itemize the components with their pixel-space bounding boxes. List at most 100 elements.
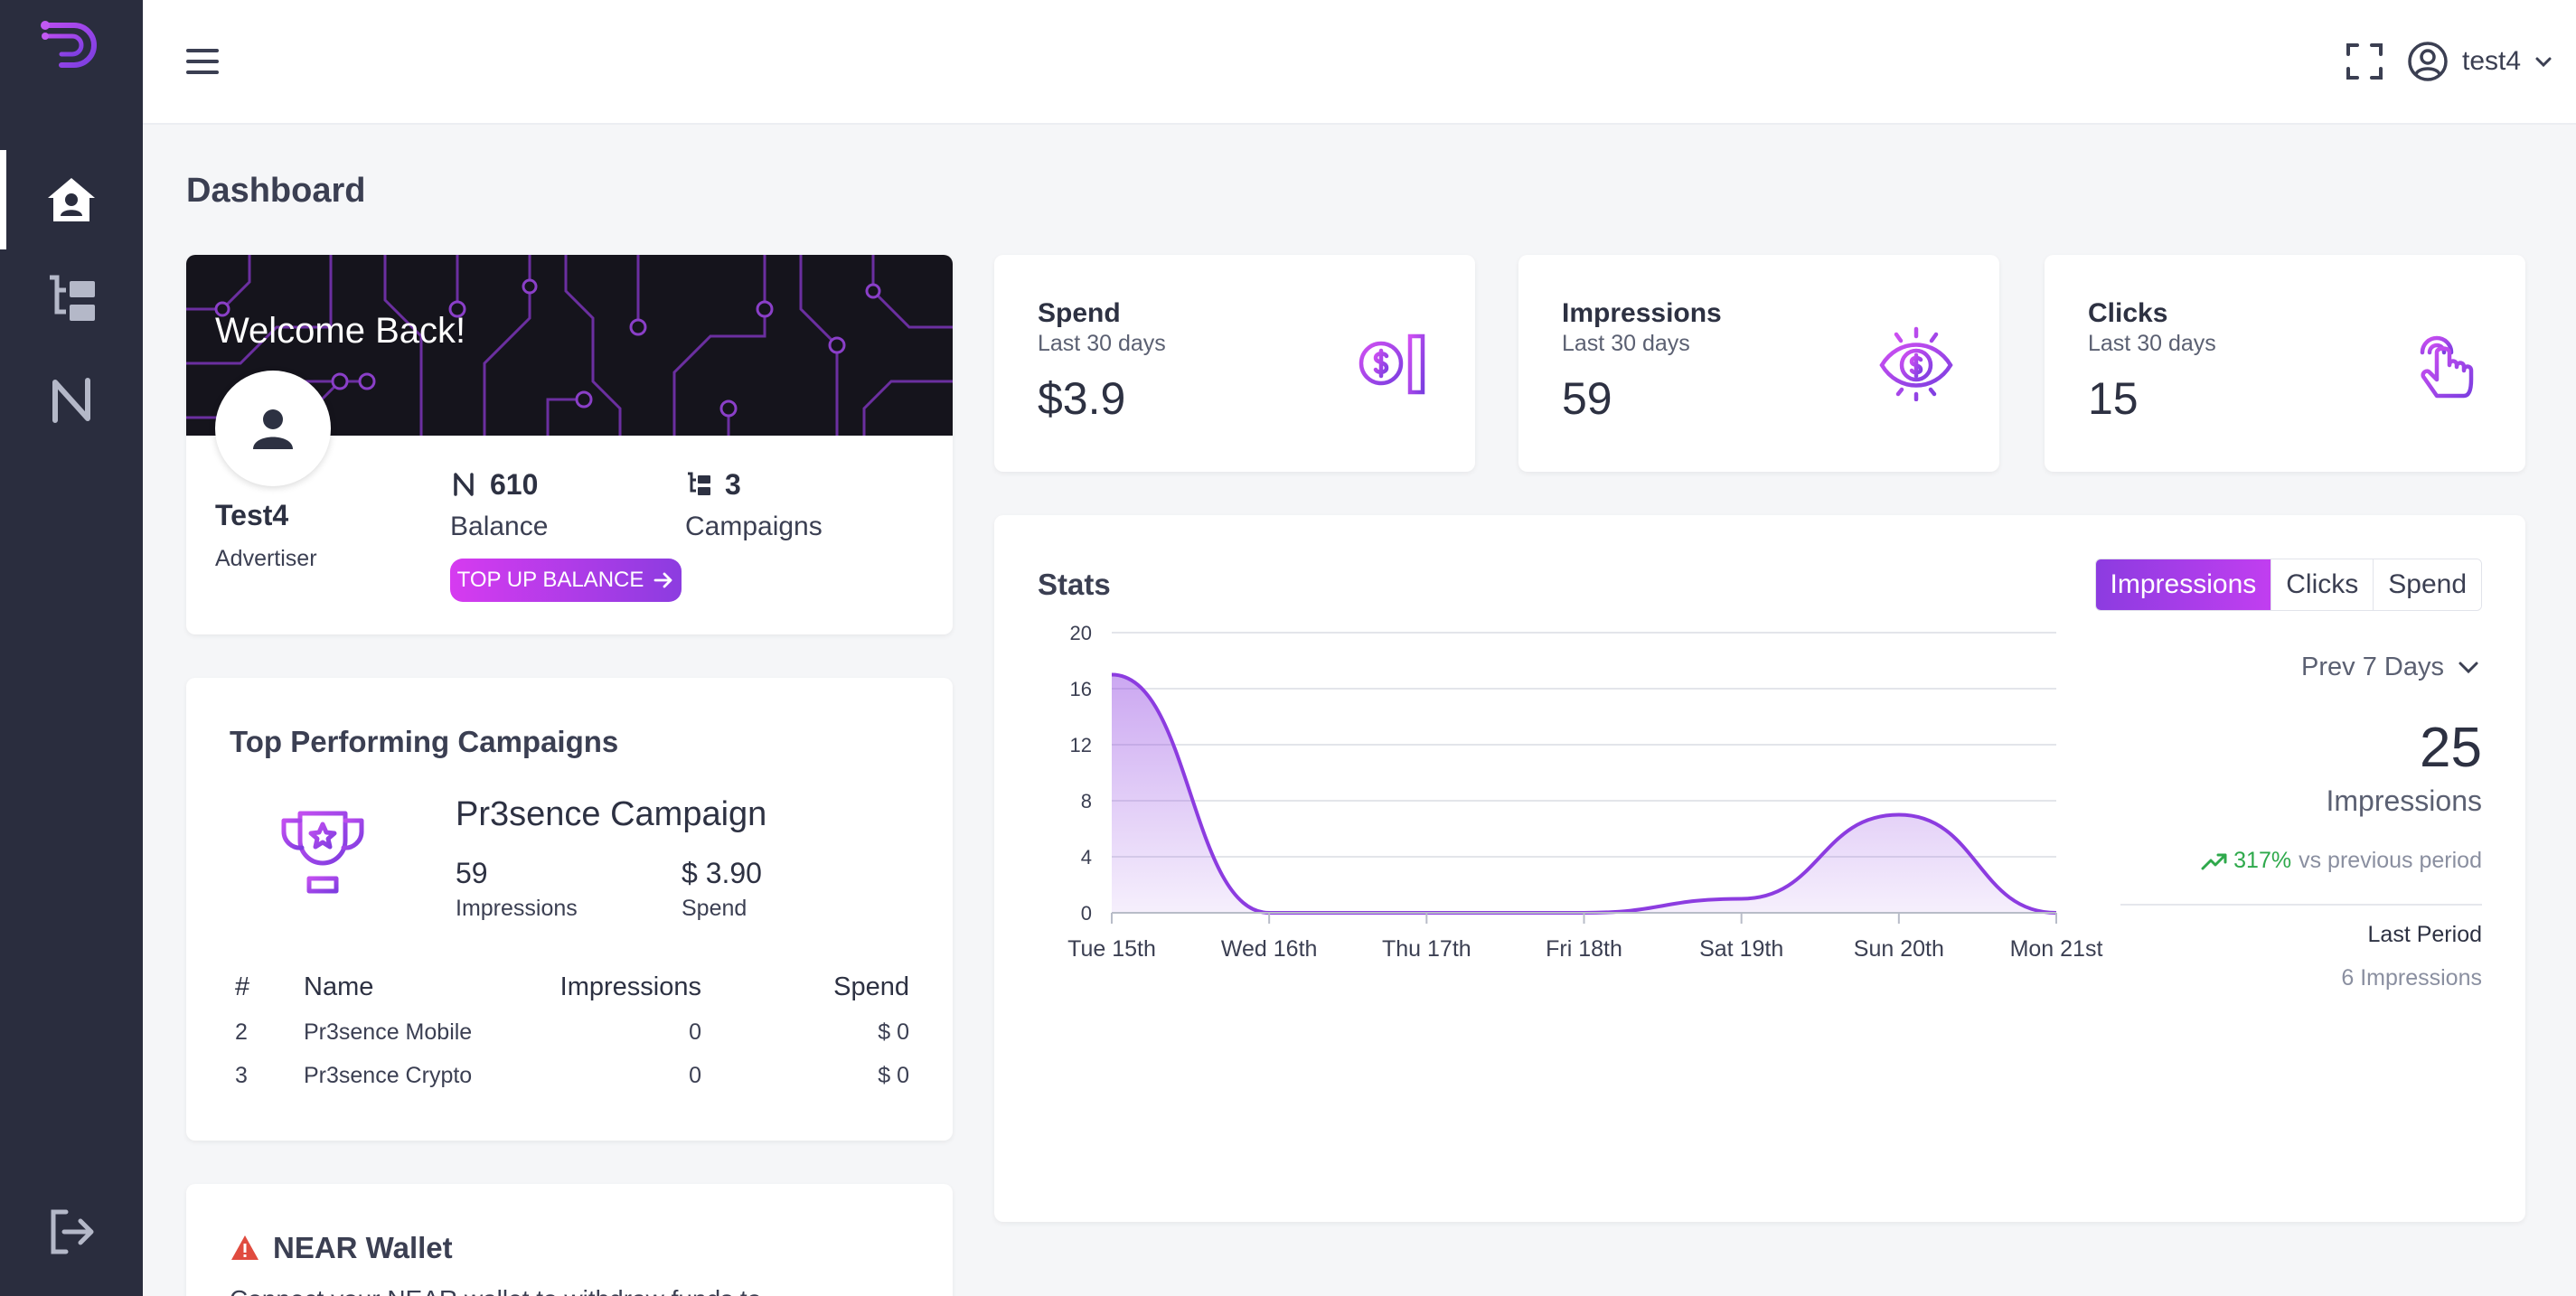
kpi-card-spend: Spend Last 30 days $3.9 [994, 255, 1475, 472]
row-name: Pr3sence Mobile [304, 1019, 473, 1045]
col-impressions: Impressions [559, 972, 701, 1001]
x-tick-label: Tue 15th [1067, 936, 1156, 962]
campaigns-table: # Name Impressions Spend 2 Pr3sence Mobi… [230, 965, 909, 1099]
featured-spend-value: $ 3.90 [682, 857, 762, 889]
kpi-subtitle: Last 30 days [2088, 331, 2216, 356]
x-tick-label: Thu 17th [1382, 936, 1471, 962]
table-header: # Name Impressions Spend [230, 965, 909, 1012]
welcome-card: Welcome Back! Test4 Advertiser 610 Balan… [186, 255, 953, 634]
featured-campaign-name: Pr3sence Campaign [456, 795, 767, 833]
fullscreen-icon[interactable] [2343, 40, 2386, 83]
trend-up-icon [2201, 853, 2227, 869]
series-area [1112, 674, 2056, 913]
folder-tree-icon [688, 472, 710, 495]
arrow-right-icon [653, 572, 672, 588]
near-logo-icon [454, 473, 474, 496]
sidebar-item-logout[interactable] [0, 1182, 143, 1282]
tab-impressions[interactable]: Impressions [2095, 559, 2271, 610]
x-tick-label: Mon 21st [2010, 936, 2103, 962]
top-up-balance-button[interactable]: TOP UP BALANCE [450, 559, 682, 602]
col-name: Name [304, 972, 374, 1001]
top-header: test4 [143, 0, 2576, 125]
period-select-value: Prev 7 Days [2301, 653, 2444, 681]
chevron-down-icon [2458, 662, 2478, 673]
impressions-area-chart: 0 4 8 12 16 20 Tue 15th Wed 16th Thu 17th Fri 18t… [1067, 622, 2103, 962]
home-user-icon [48, 178, 95, 221]
near-wallet-text: Connect your NEAR wallet to withdraw fun… [230, 1285, 761, 1296]
near-logo-icon [52, 378, 90, 423]
row-num: 2 [235, 1019, 248, 1045]
app-logo-icon[interactable] [36, 18, 108, 105]
table-row[interactable]: 2 Pr3sence Mobile 0 $ 0 [230, 1012, 909, 1056]
coin-icon [1359, 333, 1425, 395]
tab-clicks[interactable]: Clicks [2270, 559, 2374, 610]
y-tick-label: 4 [1081, 846, 1092, 869]
x-tick-label: Wed 16th [1221, 936, 1318, 962]
last-period-value: 6 Impressions [2341, 965, 2482, 991]
user-name: test4 [2462, 46, 2522, 76]
kpi-value: 15 [2088, 373, 2139, 424]
campaigns-label: Campaigns [685, 512, 823, 541]
campaigns-value: 3 [725, 467, 741, 501]
profile-name: Test4 [215, 499, 289, 531]
stats-divider [2120, 904, 2482, 906]
row-name: Pr3sence Crypto [304, 1063, 473, 1088]
y-tick-label: 20 [1070, 622, 1092, 644]
kpi-title: Clicks [2088, 298, 2168, 328]
stats-total: 25 [2420, 717, 2482, 779]
stats-card: Stats Impressions Clicks Spend 0 4 8 12 16 20… [994, 515, 2525, 1222]
tap-icon [2420, 335, 2474, 399]
col-spend: Spend [833, 972, 909, 1001]
sidebar-item-near[interactable] [0, 351, 143, 450]
y-tick-label: 12 [1070, 734, 1092, 756]
featured-spend: $ 3.90 Spend [682, 857, 762, 922]
row-impressions: 0 [689, 1019, 701, 1045]
x-tick-label: Sun 20th [1854, 936, 1944, 962]
kpi-title: Impressions [1562, 298, 1722, 328]
x-tick-label: Sat 19th [1699, 936, 1783, 962]
near-wallet-card: NEAR Wallet Connect your NEAR wallet to … [186, 1184, 953, 1296]
balance-stat: 610 Balance [450, 465, 548, 542]
kpi-subtitle: Last 30 days [1562, 331, 1690, 356]
near-wallet-title-text: NEAR Wallet [273, 1231, 453, 1264]
kpi-value: 59 [1562, 373, 1612, 424]
row-spend: $ 0 [878, 1063, 909, 1088]
tab-spend[interactable]: Spend [2373, 559, 2481, 610]
featured-impressions-value: 59 [456, 857, 488, 889]
top-up-label: TOP UP BALANCE [456, 568, 644, 592]
sidebar-item-campaigns[interactable] [0, 249, 143, 349]
sidebar [0, 0, 143, 1296]
period-select[interactable]: Prev 7 Days [2301, 653, 2482, 682]
stats-change-pct: 317% [2233, 848, 2292, 873]
x-tick-label: Fri 18th [1546, 936, 1622, 962]
folder-tree-icon [50, 275, 95, 321]
balance-value: 610 [490, 467, 539, 501]
kpi-title: Spend [1038, 298, 1121, 328]
logout-icon [51, 1209, 94, 1254]
y-tick-label: 0 [1081, 902, 1092, 925]
hamburger-menu-icon[interactable] [183, 42, 222, 81]
eye-dollar-icon [1879, 326, 1953, 401]
user-circle-icon [2408, 42, 2448, 81]
row-spend: $ 0 [878, 1019, 909, 1045]
kpi-card-clicks: Clicks Last 30 days 15 [2045, 255, 2525, 472]
stats-title: Stats [1038, 568, 1111, 601]
user-menu[interactable]: test4 [2406, 36, 2553, 87]
stats-tabs: Impressions Clicks Spend [2094, 559, 2482, 611]
stats-total-label: Impressions [2326, 784, 2483, 817]
col-num: # [235, 972, 250, 1001]
avatar [215, 371, 331, 486]
table-row[interactable]: 3 Pr3sence Crypto 0 $ 0 [230, 1056, 909, 1099]
near-wallet-title: NEAR Wallet [230, 1231, 453, 1265]
balance-label: Balance [450, 512, 549, 541]
page-title: Dashboard [186, 172, 366, 210]
top-campaigns-card: Top Performing Campaigns Pr3sence Campai… [186, 678, 953, 1141]
y-tick-label: 16 [1070, 678, 1092, 700]
sidebar-item-home[interactable] [0, 150, 143, 249]
user-silhouette-icon [253, 409, 293, 449]
kpi-value: $3.9 [1038, 373, 1126, 424]
y-tick-label: 8 [1081, 790, 1092, 812]
warning-icon [231, 1235, 259, 1260]
stats-change: 317% vs previous period [2201, 848, 2482, 874]
top-campaigns-title: Top Performing Campaigns [230, 725, 619, 758]
